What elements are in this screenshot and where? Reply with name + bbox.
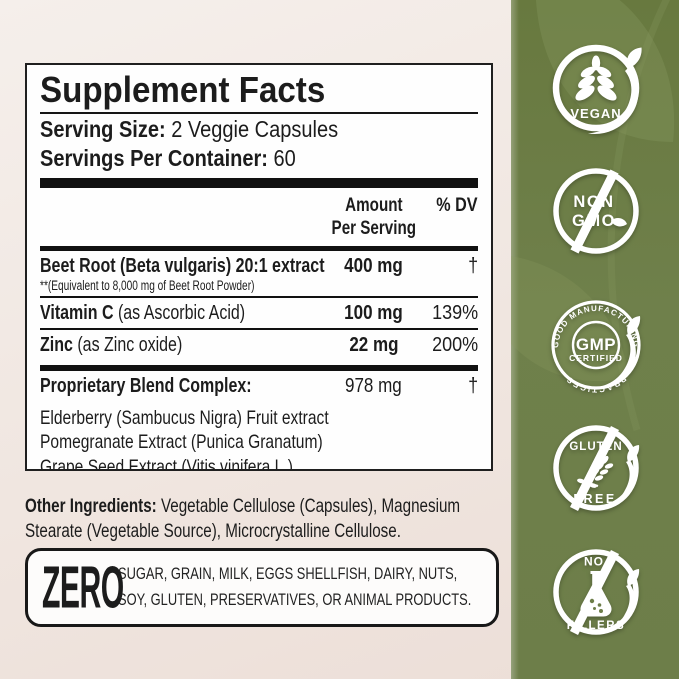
green-band bbox=[511, 0, 679, 679]
badge-ring bbox=[553, 549, 639, 635]
gluten-free-line1: GLUTEN bbox=[569, 441, 622, 453]
supplement-facts-panel: Supplement Facts Serving Size: 2 Veggie … bbox=[25, 63, 493, 471]
gmp-certified-badge: GOOD MANUFACTURING PRACTICES GMP CERTIFI… bbox=[548, 297, 644, 394]
other-ingredients-label: Other Ingredients: bbox=[25, 496, 157, 517]
servings-per-container-line: Servings Per Container: 60 bbox=[40, 144, 296, 171]
non-gmo-badge: NON GMO bbox=[548, 163, 644, 259]
flask-icon bbox=[580, 571, 612, 617]
wheat-icon bbox=[577, 455, 614, 490]
other-ingredients-text: Vegetable Cellulose (Capsules), Magnesiu… bbox=[25, 496, 461, 543]
panel-title: Supplement Facts bbox=[40, 69, 326, 110]
table-header: Amount Per Serving % DV bbox=[40, 188, 478, 246]
blend-item: Grape Seed Extract (Vitis vinifera L.) bbox=[40, 456, 293, 471]
zero-claims-box: ZERO SUGAR, GRAIN, MILK, EGGS SHELLFISH,… bbox=[25, 548, 499, 627]
blend-item: Pomegranate Extract (Punica Granatum) bbox=[40, 431, 323, 454]
proprietary-blend-list: Elderberry (Sambucus Nigra) Fruit extrac… bbox=[40, 406, 478, 471]
amount-column-header: Amount Per Serving bbox=[331, 195, 417, 240]
vegan-badge-label: VEGAN bbox=[570, 106, 621, 121]
no-fillers-line1: NO bbox=[584, 555, 604, 569]
non-gmo-line2: GMO bbox=[572, 212, 616, 230]
no-fillers-line2: FILLERS bbox=[567, 620, 625, 632]
leaf-swoosh-icon bbox=[598, 445, 640, 509]
thick-divider bbox=[40, 178, 478, 189]
vegan-badge: VEGAN bbox=[548, 40, 644, 136]
badge-ring bbox=[553, 425, 639, 511]
blend-item: Elderberry (Sambucus Nigra) Fruit extrac… bbox=[40, 406, 329, 429]
dv-column-header: % DV bbox=[436, 195, 478, 217]
gmp-sub-text: CERTIFIED bbox=[569, 353, 623, 363]
zero-headline: ZERO bbox=[42, 553, 124, 621]
non-gmo-line1: NON bbox=[573, 193, 614, 211]
row-divider bbox=[40, 295, 478, 298]
zero-claims-text: SUGAR, GRAIN, MILK, EGGS SHELLFISH, DAIR… bbox=[118, 564, 472, 609]
table-row: Vitamin C (as Ascorbic Acid) 100 mg 139% bbox=[40, 301, 478, 324]
slash-icon bbox=[569, 425, 620, 512]
serving-size-line: Serving Size: 2 Veggie Capsules bbox=[40, 115, 339, 142]
sprout-icon bbox=[575, 55, 617, 101]
leaf-swoosh-icon bbox=[588, 47, 642, 134]
leaf-swoosh-icon bbox=[594, 316, 641, 389]
table-row: Beet Root (Beta vulgaris) 20:1 extract 4… bbox=[40, 254, 478, 277]
other-ingredients: Other Ingredients: Vegetable Cellulose (… bbox=[25, 494, 507, 545]
gluten-free-badge: GLUTEN FREE bbox=[548, 420, 644, 516]
badge-ring bbox=[553, 168, 639, 254]
row-divider bbox=[40, 327, 478, 330]
row-subnote: **(Equivalent to 8,000 mg of Beet Root P… bbox=[40, 277, 255, 293]
table-row: Proprietary Blend Complex: 978 mg † bbox=[40, 374, 478, 397]
title-divider bbox=[40, 111, 478, 114]
header-divider bbox=[40, 245, 478, 251]
leaf-icon bbox=[611, 218, 627, 227]
section-divider bbox=[40, 364, 478, 371]
no-fillers-badge: NO FILLERS bbox=[548, 544, 644, 640]
leaf-swoosh-icon bbox=[598, 569, 640, 633]
gluten-free-line2: FREE bbox=[573, 492, 616, 506]
badge-inner-ring bbox=[571, 320, 621, 370]
table-row: Zinc (as Zinc oxide) 22 mg 200% bbox=[40, 333, 478, 356]
slash-icon bbox=[570, 169, 619, 254]
gmp-center-text: GMP bbox=[576, 335, 616, 354]
